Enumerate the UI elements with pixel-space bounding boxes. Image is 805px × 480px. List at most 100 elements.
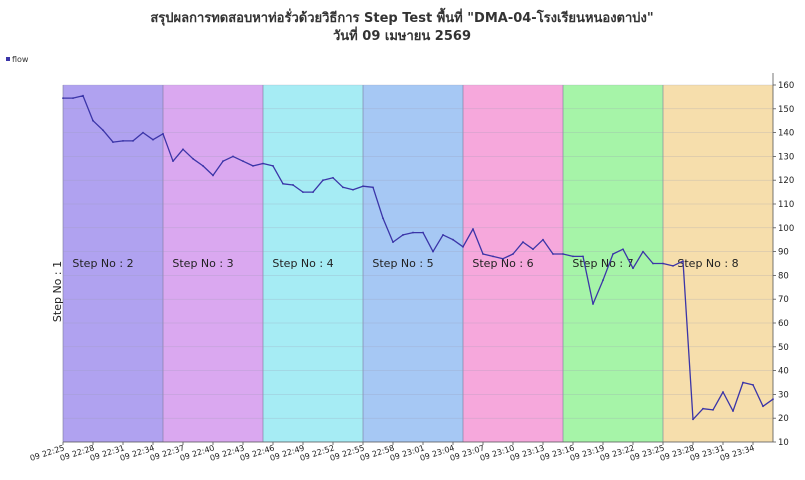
data-point-36 xyxy=(422,231,424,234)
y-tick-label-80: 80 xyxy=(778,271,789,281)
data-point-14 xyxy=(202,165,204,167)
data-point-71 xyxy=(772,398,774,401)
legend-swatch xyxy=(6,57,10,61)
legend: flow xyxy=(6,55,29,64)
y-tick-label-100: 100 xyxy=(778,224,794,234)
legend-label: flow xyxy=(12,55,29,64)
data-point-12 xyxy=(182,148,184,151)
data-point-57 xyxy=(632,267,634,270)
data-point-47 xyxy=(532,248,534,251)
data-point-3 xyxy=(92,119,94,122)
data-point-20 xyxy=(262,162,264,165)
step-label-8: Step No : 8 xyxy=(677,257,738,270)
data-point-13 xyxy=(192,157,194,160)
data-point-50 xyxy=(562,253,564,255)
data-point-17 xyxy=(232,155,234,158)
y-tick-label-160: 160 xyxy=(778,81,794,91)
data-point-9 xyxy=(152,138,154,141)
data-point-44 xyxy=(502,257,504,260)
step-band-3 xyxy=(163,85,263,442)
data-point-49 xyxy=(552,253,554,255)
y-tick-label-90: 90 xyxy=(778,248,789,258)
data-point-29 xyxy=(352,188,354,191)
step-band-6 xyxy=(463,85,563,442)
data-point-41 xyxy=(472,228,474,230)
data-point-33 xyxy=(392,241,394,243)
y-tick-label-150: 150 xyxy=(778,105,794,115)
y-tick-label-120: 120 xyxy=(778,176,794,186)
series-line-flow xyxy=(63,95,774,421)
data-point-70 xyxy=(762,405,764,408)
data-point-54 xyxy=(602,279,604,282)
data-point-53 xyxy=(592,303,594,305)
y-tick-label-110: 110 xyxy=(778,200,794,210)
data-point-55 xyxy=(612,253,614,255)
data-point-18 xyxy=(242,160,244,163)
y-tick-label-50: 50 xyxy=(778,343,789,353)
step-label-3: Step No : 3 xyxy=(172,257,233,270)
data-point-10 xyxy=(162,132,164,135)
data-point-19 xyxy=(252,165,254,167)
data-point-42 xyxy=(482,253,484,255)
step-label-6: Step No : 6 xyxy=(472,257,533,270)
step-bands xyxy=(62,85,773,442)
step-band-2 xyxy=(63,85,163,442)
step-label-5: Step No : 5 xyxy=(372,257,433,270)
y-tick-label-70: 70 xyxy=(778,295,789,305)
data-point-48 xyxy=(542,238,544,241)
data-point-28 xyxy=(342,186,344,189)
step-label-1: Step No : 1 xyxy=(51,261,64,322)
data-point-45 xyxy=(512,253,514,255)
data-point-0 xyxy=(62,97,64,99)
step-labels: Step No : 1 Step No : 2 Step No : 3 Step No… xyxy=(51,257,739,322)
y-tick-label-10: 10 xyxy=(778,438,789,448)
y-tick-label-40: 40 xyxy=(778,367,789,377)
data-point-61 xyxy=(672,264,674,267)
data-point-34 xyxy=(402,234,404,236)
data-point-27 xyxy=(332,176,334,179)
x-tick-label-23: 09 23:34 xyxy=(719,443,756,463)
data-point-65 xyxy=(712,408,714,411)
data-point-32 xyxy=(382,217,384,220)
step-band-4 xyxy=(263,85,363,442)
data-point-16 xyxy=(222,160,224,163)
y-tick-label-30: 30 xyxy=(778,390,789,400)
data-point-31 xyxy=(372,186,374,189)
data-point-4 xyxy=(102,129,104,132)
data-point-11 xyxy=(172,160,174,163)
data-point-37 xyxy=(432,250,434,253)
data-point-7 xyxy=(132,140,134,142)
data-point-46 xyxy=(522,241,524,243)
data-point-63 xyxy=(692,418,694,421)
data-point-67 xyxy=(732,410,734,412)
step-band-5 xyxy=(363,85,463,442)
data-point-30 xyxy=(362,185,364,188)
step-band-8 xyxy=(663,85,773,442)
y-tick-label-20: 20 xyxy=(778,414,789,424)
y-axis: 10 20 30 40 50 60 70 80 90 100 110 120 130 140 150 160 xyxy=(772,73,794,448)
y-tick-label-60: 60 xyxy=(778,319,789,329)
data-point-26 xyxy=(322,179,324,182)
data-point-66 xyxy=(722,391,724,393)
data-point-69 xyxy=(752,383,754,386)
data-point-60 xyxy=(662,262,664,265)
data-point-2 xyxy=(82,94,84,97)
y-tick-label-140: 140 xyxy=(778,129,794,139)
data-point-22 xyxy=(282,182,284,185)
data-point-5 xyxy=(112,141,114,144)
step-label-4: Step No : 4 xyxy=(272,257,333,270)
data-point-23 xyxy=(292,184,294,186)
step-label-7: Step No : 7 xyxy=(572,257,633,270)
data-point-51 xyxy=(572,255,574,258)
step-label-2: Step No : 2 xyxy=(72,257,133,270)
data-point-56 xyxy=(622,248,624,251)
step-band-7 xyxy=(563,85,663,442)
data-point-52 xyxy=(582,255,584,258)
data-point-38 xyxy=(442,234,444,236)
data-point-68 xyxy=(742,381,744,384)
data-point-62 xyxy=(682,260,684,263)
data-point-35 xyxy=(412,231,414,234)
chart-title-line2: วันที่ 09 เมษายน 2569 xyxy=(333,26,471,44)
